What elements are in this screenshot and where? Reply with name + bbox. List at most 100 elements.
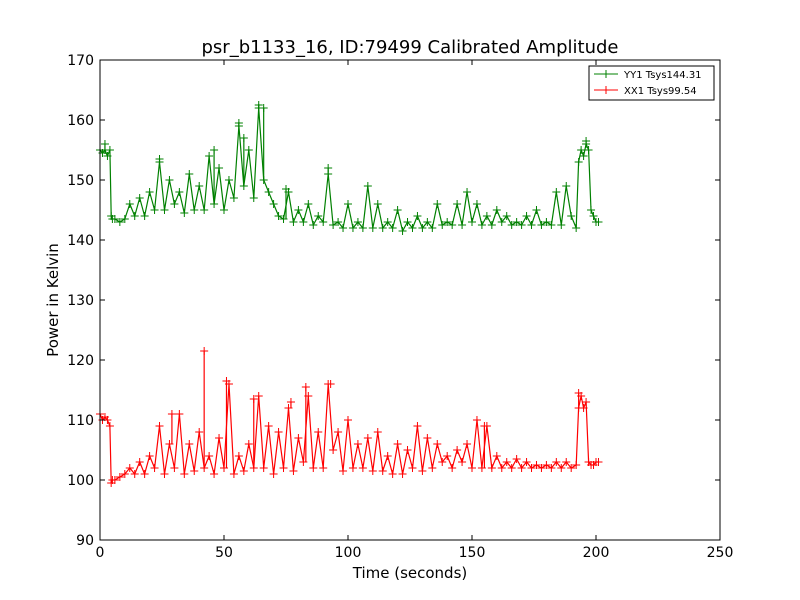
data-point-marker	[458, 221, 467, 229]
spike-marker	[100, 140, 109, 148]
plot-frame	[99, 59, 721, 541]
data-point-marker	[254, 392, 263, 400]
data-point-marker	[279, 464, 288, 472]
data-point-marker	[339, 467, 348, 475]
data-point-marker	[314, 428, 323, 436]
data-point-marker	[170, 464, 179, 472]
data-point-marker	[105, 146, 114, 154]
data-point-marker	[120, 470, 129, 478]
spike-marker	[249, 395, 258, 403]
series-yy1	[96, 101, 603, 235]
x-tick-label: 100	[335, 545, 362, 561]
data-point-marker	[448, 464, 457, 472]
legend-box	[588, 65, 715, 101]
data-point-marker	[398, 470, 407, 478]
data-point-marker	[234, 452, 243, 460]
spike-marker	[282, 185, 290, 193]
data-point-marker	[145, 452, 154, 460]
y-tick-label: 170	[67, 53, 94, 69]
data-point-marker	[363, 182, 372, 190]
data-point-marker	[512, 218, 521, 226]
data-point-marker	[557, 221, 566, 229]
data-point-marker	[195, 182, 204, 190]
data-point-marker	[428, 224, 437, 232]
data-point-marker	[348, 464, 357, 472]
data-point-marker	[215, 164, 224, 172]
chart-title: psr_b1133_16, ID:79499 Calibrated Amplit…	[202, 37, 619, 58]
data-point-marker	[314, 212, 323, 220]
spike-marker	[326, 380, 335, 388]
data-point-marker	[319, 218, 328, 226]
data-point-marker	[388, 224, 397, 232]
data-point-marker	[294, 434, 303, 442]
y-tick-label: 140	[67, 233, 94, 249]
legend-marker-yy1	[602, 70, 610, 78]
data-point-marker	[190, 467, 199, 475]
data-point-marker	[403, 218, 412, 226]
spike-marker	[254, 101, 263, 109]
data-point-marker	[304, 200, 313, 208]
spike-marker	[239, 134, 248, 142]
legend-label-xx1: XX1 Tsys99.54	[624, 86, 697, 97]
data-point-marker	[393, 206, 402, 214]
x-tick-label: 250	[707, 545, 734, 561]
spike-marker	[574, 389, 583, 397]
data-point-marker	[339, 224, 348, 232]
data-point-marker	[542, 218, 551, 226]
y-tick-label: 120	[67, 353, 94, 369]
data-point-marker	[185, 440, 194, 448]
data-point-marker	[140, 212, 149, 220]
data-point-marker	[155, 422, 164, 430]
data-point-marker	[135, 458, 144, 466]
data-point-marker	[522, 458, 531, 466]
data-point-marker	[562, 182, 571, 190]
data-point-marker	[264, 188, 273, 196]
spike-marker	[167, 410, 176, 418]
x-tick-label: 50	[215, 545, 233, 561]
x-tick-label: 200	[583, 545, 610, 561]
data-point-marker	[589, 212, 598, 220]
data-point-marker	[468, 218, 476, 226]
data-point-marker	[482, 212, 491, 220]
data-point-marker	[205, 452, 214, 460]
data-point-marker	[423, 218, 432, 226]
data-point-marker	[463, 188, 472, 196]
data-point-marker	[393, 440, 402, 448]
data-point-marker	[448, 221, 457, 229]
data-point-marker	[244, 440, 253, 448]
axis-ticks: 0 50 100 150 200 250 90 100 110 120 130 140 150 160 17…	[67, 53, 733, 561]
data-point-marker	[517, 221, 526, 229]
data-point-marker	[329, 221, 338, 229]
data-point-marker	[239, 467, 248, 475]
data-point-marker	[487, 464, 496, 472]
data-point-marker	[428, 464, 437, 472]
data-point-marker	[150, 206, 159, 214]
data-point-marker	[319, 464, 328, 472]
data-point-marker	[110, 476, 119, 484]
data-point-marker	[453, 200, 462, 208]
data-point-marker	[552, 458, 561, 466]
data-point-marker	[502, 458, 511, 466]
data-point-marker	[229, 470, 238, 478]
data-point-marker	[567, 464, 576, 472]
data-point-marker	[413, 212, 422, 220]
data-point-marker	[224, 176, 233, 184]
data-point-marker	[289, 467, 298, 475]
data-point-marker	[145, 188, 154, 196]
data-point-marker	[125, 464, 134, 472]
data-point-marker	[249, 194, 258, 202]
data-point-marker	[567, 212, 576, 220]
data-point-marker	[458, 458, 467, 466]
data-point-marker	[274, 212, 283, 220]
spike-marker	[301, 383, 310, 391]
data-point-marker	[110, 215, 119, 223]
data-point-marker	[433, 440, 442, 448]
data-point-marker	[532, 206, 541, 214]
data-point-marker	[492, 206, 501, 214]
data-point-marker	[537, 221, 546, 229]
data-point-marker	[562, 458, 571, 466]
data-point-marker	[309, 221, 318, 229]
data-point-marker	[572, 224, 581, 232]
data-point-marker	[472, 416, 481, 424]
